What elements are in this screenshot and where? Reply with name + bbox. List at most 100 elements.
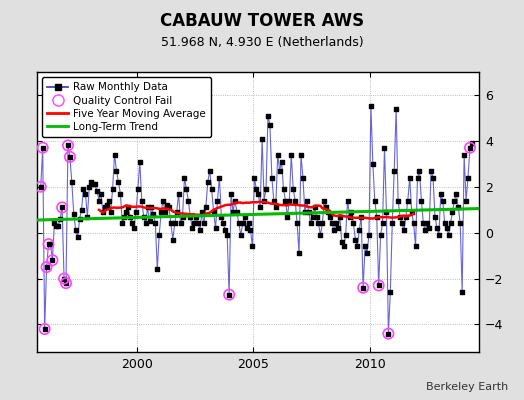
Point (299, 174, 307, 181)
Point (182, 186, 191, 192)
Point (446, 220, 455, 227)
Point (213, 197, 222, 204)
Point (355, 227, 364, 234)
Point (466, 144, 474, 151)
Point (48, 257, 57, 263)
Text: 51.968 N, 4.930 E (Netherlands): 51.968 N, 4.930 E (Netherlands) (161, 36, 363, 49)
Point (192, 213, 200, 220)
Point (268, 174, 276, 181)
Point (326, 213, 334, 220)
Point (421, 227, 430, 234)
Point (439, 197, 447, 204)
Point (468, 140, 476, 146)
Point (369, 161, 377, 167)
Point (458, 289, 466, 296)
Point (58, 204, 67, 211)
Point (244, 220, 253, 227)
Point (328, 220, 336, 227)
Point (145, 218, 154, 224)
Point (361, 243, 369, 250)
Point (343, 197, 352, 204)
Point (134, 186, 142, 192)
Point (293, 220, 301, 227)
Point (99, 209, 107, 215)
Point (332, 220, 340, 227)
Y-axis label: Temperature Anomaly (°C): Temperature Anomaly (°C) (523, 133, 524, 291)
Point (336, 213, 344, 220)
Point (190, 220, 199, 227)
Point (337, 239, 346, 245)
Point (130, 225, 138, 231)
Point (124, 204, 133, 211)
Point (202, 204, 210, 211)
Point (233, 209, 241, 215)
Point (56, 216, 64, 222)
Point (283, 213, 291, 220)
Point (95, 197, 103, 204)
Point (165, 204, 173, 211)
Point (264, 112, 272, 119)
Point (103, 202, 111, 208)
Point (320, 197, 329, 204)
Point (106, 209, 115, 215)
Point (46, 241, 54, 247)
Point (66, 154, 74, 160)
Point (144, 204, 152, 211)
Point (266, 122, 274, 128)
Point (384, 330, 392, 337)
Legend: Raw Monthly Data, Quality Control Fail, Five Year Moving Average, Long-Term Tren: Raw Monthly Data, Quality Control Fail, … (42, 77, 211, 137)
Point (211, 225, 220, 231)
Point (75, 216, 84, 222)
Point (378, 220, 387, 227)
Point (340, 243, 348, 250)
Point (365, 232, 373, 238)
Point (359, 284, 367, 291)
Point (163, 202, 171, 208)
Point (155, 232, 163, 238)
Point (66, 154, 74, 160)
Point (427, 168, 435, 174)
Point (238, 220, 247, 227)
Point (60, 275, 68, 282)
Point (114, 179, 123, 185)
Point (254, 190, 263, 197)
Point (246, 227, 255, 234)
Point (45, 241, 53, 247)
Point (85, 184, 93, 190)
Point (231, 197, 239, 204)
Point (466, 144, 474, 151)
Point (37, 184, 45, 190)
Point (291, 197, 299, 204)
Point (388, 220, 397, 227)
Point (217, 213, 225, 220)
Point (256, 204, 265, 211)
Point (353, 243, 362, 250)
Point (396, 213, 404, 220)
Point (188, 225, 196, 231)
Point (223, 232, 232, 238)
Point (52, 222, 60, 229)
Point (392, 106, 400, 112)
Point (62, 280, 70, 286)
Point (285, 197, 293, 204)
Point (177, 220, 185, 227)
Point (373, 213, 381, 220)
Point (316, 232, 324, 238)
Point (460, 152, 468, 158)
Point (442, 225, 451, 231)
Point (71, 227, 80, 234)
Point (384, 330, 392, 337)
Point (386, 289, 395, 296)
Point (159, 197, 167, 204)
Point (452, 190, 461, 197)
Point (433, 225, 441, 231)
Point (376, 232, 385, 238)
Point (448, 209, 456, 215)
Point (295, 250, 303, 256)
Point (419, 220, 428, 227)
Point (215, 174, 224, 181)
Point (139, 213, 148, 220)
Text: CABAUW TOWER AWS: CABAUW TOWER AWS (160, 12, 364, 30)
Point (225, 292, 233, 298)
Point (38, 144, 47, 151)
